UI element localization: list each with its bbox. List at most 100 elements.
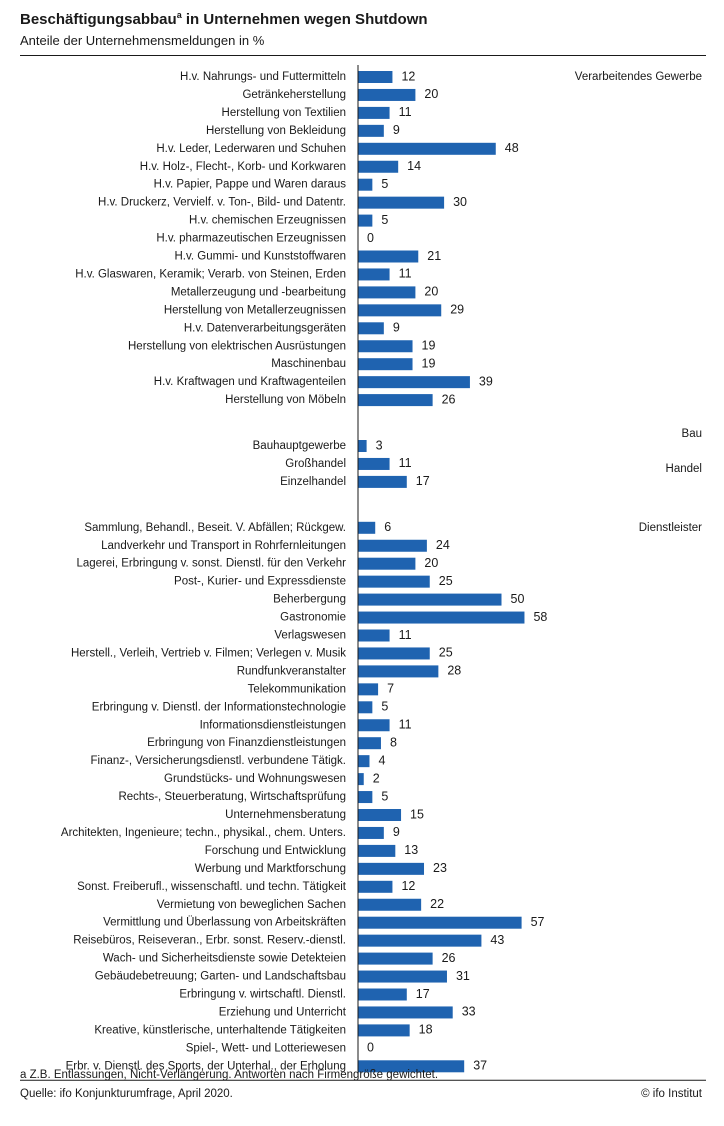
bar — [358, 88, 416, 101]
value-label: 31 — [456, 969, 470, 983]
bar — [358, 106, 390, 119]
bar — [358, 376, 470, 389]
value-label: 20 — [424, 87, 438, 101]
bar — [358, 340, 413, 353]
category-label: Sammlung, Behandl., Beseit. V. Abfällen;… — [84, 522, 346, 534]
value-label: 39 — [479, 374, 493, 388]
category-label: H.v. Nahrungs- und Futtermitteln — [180, 71, 346, 83]
category-label: Herstellung von Metallerzeugnissen — [164, 304, 346, 316]
category-label: Gebäudebetreuung; Garten- und Landschaft… — [95, 971, 346, 983]
bar — [358, 475, 407, 488]
category-label: Metallerzeugung und -bearbeitung — [171, 286, 346, 298]
value-label: 4 — [378, 753, 385, 767]
bar — [358, 457, 390, 470]
category-label: Rundfunkveranstalter — [237, 665, 346, 677]
category-label: Herstellung von Bekleidung — [206, 125, 346, 137]
value-label: 15 — [410, 807, 424, 821]
bar — [358, 809, 402, 821]
value-label: 28 — [447, 664, 461, 678]
category-label: Reisebüros, Reiseveran., Erbr. sonst. Re… — [73, 935, 346, 947]
value-label: 11 — [399, 628, 412, 642]
value-label: 6 — [384, 520, 391, 534]
bar — [358, 970, 447, 983]
value-label: 9 — [393, 321, 400, 335]
value-label: 22 — [430, 897, 444, 911]
value-label: 24 — [436, 538, 450, 552]
group-label: Bau — [682, 428, 702, 440]
category-label: Vermietung von beweglichen Sachen — [157, 899, 346, 911]
category-label: H.v. pharmazeutischen Erzeugnissen — [156, 233, 346, 245]
category-label: Lagerei, Erbringung v. sonst. Dienstl. f… — [76, 558, 346, 570]
group-label: Dienstleister — [639, 522, 702, 534]
bar — [358, 665, 439, 678]
value-label: 5 — [381, 700, 388, 714]
category-label: H.v. Datenverarbeitungsgeräten — [184, 322, 346, 334]
bar — [358, 916, 522, 929]
bar — [358, 521, 376, 534]
value-label: 7 — [387, 682, 394, 696]
value-label: 0 — [367, 1041, 374, 1055]
bar — [358, 142, 496, 155]
source-note: Quelle: ifo Konjunkturumfrage, April 202… — [20, 1088, 233, 1100]
chart-title: Beschäftigungsabbaua in Unternehmen wege… — [20, 10, 428, 28]
category-label: Erziehung und Unterricht — [219, 1006, 347, 1018]
value-label: 43 — [490, 933, 504, 947]
value-label: 19 — [422, 339, 436, 353]
bar — [358, 737, 381, 750]
value-label: 17 — [416, 987, 430, 1001]
category-label: H.v. Holz-, Flecht-, Korb- und Korkwaren — [140, 161, 346, 173]
chart-title-rest: in Unternehmen wegen Shutdown — [181, 11, 428, 28]
value-label: 12 — [401, 69, 415, 83]
bar — [358, 701, 373, 714]
value-label: 11 — [399, 718, 412, 732]
category-label: Finanz-, Versicherungsdienstl. verbunden… — [91, 755, 347, 767]
value-label: 14 — [407, 159, 421, 173]
category-label: Wach- und Sicherheitsdienste sowie Detek… — [103, 953, 346, 965]
bar — [358, 286, 416, 299]
bar — [358, 755, 370, 768]
bar — [358, 71, 393, 83]
copyright-note: © ifo Institut — [641, 1088, 702, 1100]
chart-title-footnote-marker: a — [176, 10, 182, 20]
bar — [358, 593, 502, 606]
bar — [358, 178, 373, 191]
bar — [358, 214, 373, 227]
bar — [358, 1006, 453, 1019]
bar — [358, 952, 433, 965]
bar — [358, 160, 399, 173]
value-label: 58 — [533, 610, 547, 624]
value-label: 9 — [393, 123, 400, 137]
value-label: 20 — [424, 556, 438, 570]
value-label: 50 — [511, 592, 525, 606]
category-label: Informationsdienstleistungen — [200, 719, 346, 731]
bar — [358, 250, 419, 263]
chart-title-main: Beschäftigungsabbau — [20, 11, 177, 28]
bar — [358, 934, 482, 947]
bar — [358, 629, 390, 642]
value-label: 0 — [367, 231, 374, 245]
value-label: 26 — [442, 951, 456, 965]
bar — [358, 124, 384, 137]
title-divider — [20, 55, 706, 56]
bar — [358, 773, 364, 786]
bar — [358, 575, 430, 588]
value-label: 29 — [450, 303, 464, 317]
chart-subtitle: Anteile der Unternehmensmeldungen in % — [20, 33, 265, 48]
bar — [358, 394, 433, 407]
bar — [358, 683, 379, 696]
category-label: Architekten, Ingenieure; techn., physika… — [61, 827, 346, 839]
category-label: H.v. Druckerz, Vervielf. v. Ton-, Bild- … — [98, 197, 346, 209]
category-label: Bauhauptgewerbe — [253, 440, 346, 452]
value-label: 19 — [422, 356, 436, 370]
bar — [358, 791, 373, 804]
value-label: 12 — [401, 879, 415, 893]
category-label: H.v. chemischen Erzeugnissen — [189, 215, 346, 227]
footnote: a Z.B. Entlassungen, Nicht-Verlängerung.… — [20, 1069, 439, 1081]
bar — [358, 826, 384, 839]
category-label: Erbringung v. Dienstl. der Informationst… — [92, 701, 346, 713]
bar — [358, 988, 407, 1001]
category-label: Erbr. v. Dienstl. des Sports, der Unterh… — [66, 1060, 346, 1072]
value-label: 18 — [419, 1023, 433, 1037]
bar — [358, 304, 442, 317]
